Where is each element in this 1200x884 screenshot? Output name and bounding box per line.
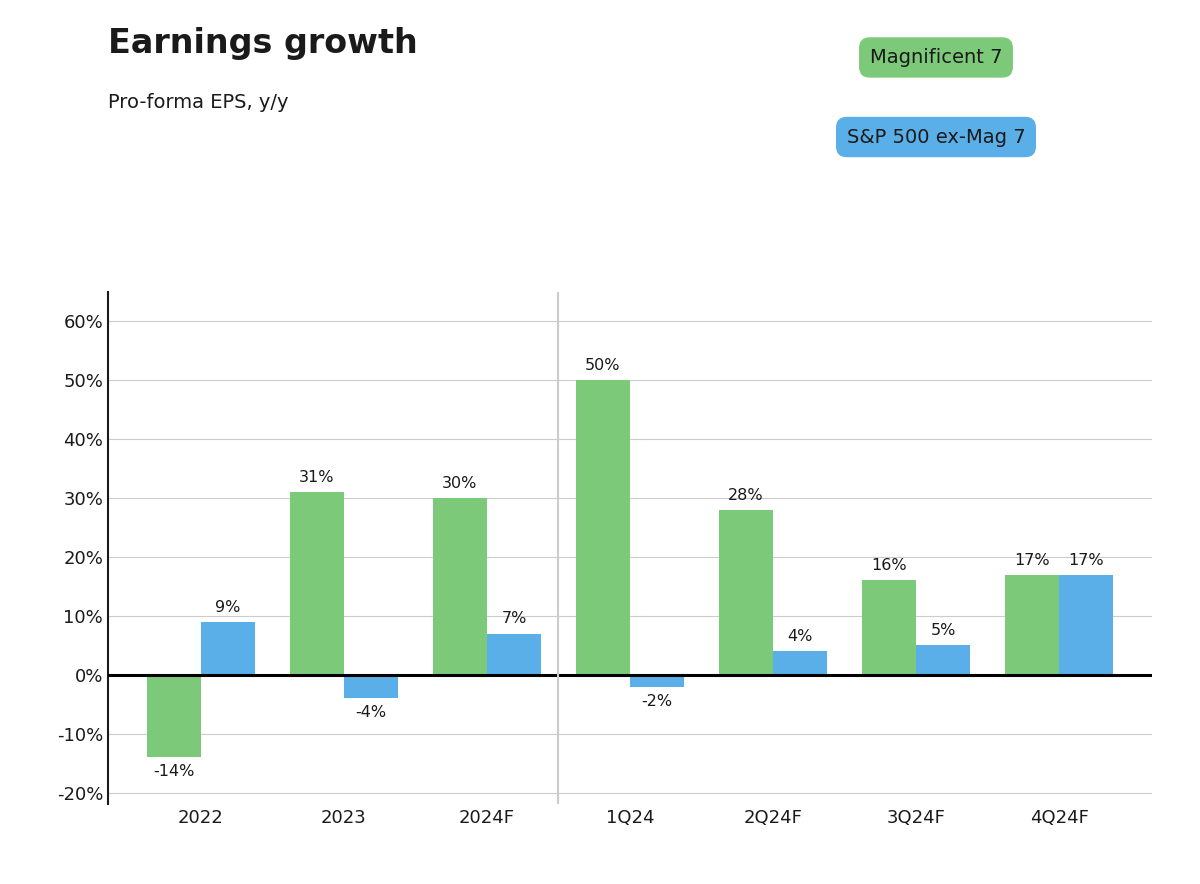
Bar [344,674,398,698]
Text: 4%: 4% [787,629,812,644]
Bar [433,498,487,674]
Bar [916,645,971,674]
Bar [630,674,684,687]
Bar [289,492,344,674]
Text: 16%: 16% [871,559,907,574]
Text: Pro-forma EPS, y/y: Pro-forma EPS, y/y [108,93,288,111]
Text: -14%: -14% [154,765,194,780]
Bar [719,510,773,674]
Text: Magnificent 7: Magnificent 7 [870,48,1002,67]
Bar [862,581,916,674]
Text: 17%: 17% [1014,552,1050,568]
Bar [487,634,541,674]
Bar [200,621,256,674]
Bar [1060,575,1114,674]
Bar [1004,575,1060,674]
Text: -2%: -2% [642,694,673,709]
Text: 9%: 9% [216,599,241,614]
Text: S&P 500 ex-Mag 7: S&P 500 ex-Mag 7 [847,127,1025,147]
Text: 50%: 50% [586,358,620,373]
Text: 31%: 31% [299,470,335,485]
Text: 30%: 30% [442,476,478,491]
Bar [146,674,200,758]
Text: 28%: 28% [728,488,763,503]
Bar [773,652,827,674]
Bar [576,380,630,674]
Text: -4%: -4% [355,705,386,720]
Text: Earnings growth: Earnings growth [108,27,418,59]
Text: 17%: 17% [1068,552,1104,568]
Text: 7%: 7% [502,612,527,627]
Text: 5%: 5% [930,623,956,638]
